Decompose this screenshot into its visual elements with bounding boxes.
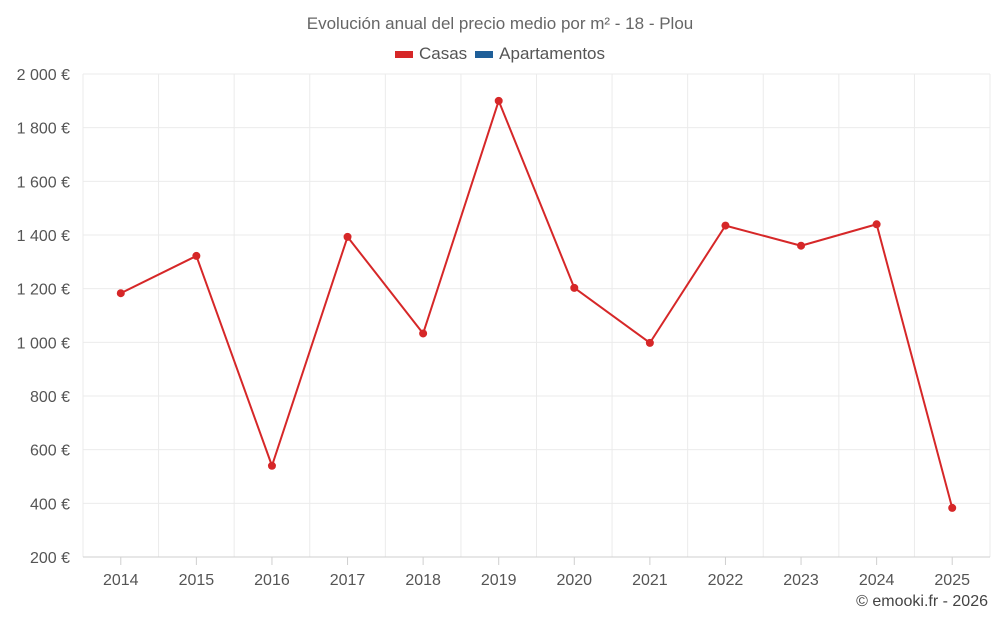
grid-layer [82,73,991,557]
legend-label-apartamentos: Apartamentos [499,44,606,63]
data-point: 2014: 1183 € [116,289,125,298]
y-tick-label: 1 200 € [17,282,70,299]
data-point: 2015: 1322 € [192,251,201,260]
data-point: 2020: 1203 € [570,283,579,292]
axis-layer: 200 € 400 € 600 € 800 € 1 000 € 1 200 € 1 400 … [17,67,990,589]
credit-text: © emooki.fr - 2026 [856,593,988,610]
x-tick-label: 2019 [481,572,517,589]
legend-label-casas: Casas [418,44,468,63]
y-tick-label: 800 € [30,389,70,406]
x-tick-label: 2017 [330,572,366,589]
y-tick-label: 1 400 € [17,228,70,245]
x-tick-label: 2018 [405,572,441,589]
data-point: 2017: 1393 € [343,232,352,241]
legend: Casas Apartamentos [0,44,1000,64]
y-tick-label: 200 € [30,550,70,567]
y-tick-label: 400 € [30,496,70,513]
y-tick-label: 2 000 € [17,67,70,84]
x-tick-label: 2014 [103,572,139,589]
data-point: 2021: 998 € [645,338,654,347]
data-point: 2018: 1033 € [419,329,428,338]
y-tick-label: 1 800 € [17,121,70,138]
series-layer: 2014: 1183 € 2015: 1322 € 2016: 540 € 2017:… [116,96,957,512]
y-tick-label: 1 000 € [17,335,70,352]
x-tick-label: 2015 [179,572,215,589]
data-point: 2022: 1435 € [721,221,730,230]
x-tick-label: 2021 [632,572,668,589]
x-tick-label: 2020 [556,572,592,589]
legend-swatch-casas [394,50,413,58]
x-tick-label: 2016 [254,572,290,589]
legend-item-casas[interactable]: Casas [394,44,468,64]
data-point: 2019: 1900 € [494,96,503,105]
data-point: 2023: 1360 € [797,241,806,250]
x-tick-label: 2025 [934,572,970,589]
x-tick-label: 2023 [783,572,819,589]
data-point: 2024: 1440 € [872,220,881,229]
data-point: 2025: 383 € [948,503,957,512]
x-tick-label: 2022 [708,572,744,589]
chart-title: Evolución anual del precio medio por m² … [306,14,694,33]
y-tick-label: 600 € [30,443,70,460]
series-line-casas [120,99,954,509]
legend-item-apartamentos[interactable]: Apartamentos [475,44,605,64]
data-point: 2016: 540 € [267,461,276,470]
x-tick-label: 2024 [859,572,895,589]
legend-swatch-apartamentos [475,50,494,58]
y-tick-label: 1 600 € [17,174,70,191]
